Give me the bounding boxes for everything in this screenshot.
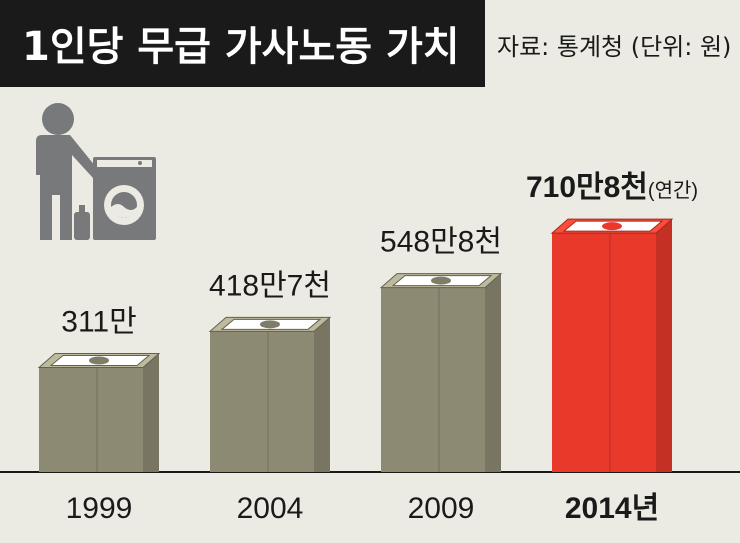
banknote-seal [260,320,280,329]
household-chores-icon [36,103,156,240]
value-label: 311만 [61,306,136,339]
banknote-seal [89,356,109,365]
banknote-seal [431,276,451,285]
bar-side-face [656,219,672,472]
bar-front-face [210,331,314,472]
source-note: 자료: 통계청 (단위: 원) [497,33,731,61]
bar-side-face [485,273,501,472]
bar-front-face [552,233,656,472]
washing-machine-icon [93,157,156,240]
category-label: 2009 [408,492,475,525]
person-icon [36,103,100,240]
bar-2009 [379,273,503,472]
bar-2014년 [550,218,674,472]
bars [37,218,674,472]
value-label: 418만7천 [209,269,331,302]
category-label: 2004 [237,492,304,525]
detergent-bottle-icon [74,205,90,240]
title-bar [0,0,485,87]
labels: 311만1999418만7천2004548만8천2009710만8천(연간)20… [61,171,698,525]
value-note: (연간) [648,179,698,202]
chart-title: 1인당 무급 가사노동 가치 [22,24,460,70]
category-label: 2014년 [565,492,659,525]
bar-side-face [314,317,330,472]
value-label: 548만8천 [380,226,502,259]
banknote-seal [602,222,622,231]
bar-1999 [37,353,161,472]
category-label: 1999 [66,492,133,525]
bar-2004 [208,316,332,472]
bar-front-face [381,287,485,472]
bar-front-face [39,367,143,472]
bar-side-face [143,353,159,472]
